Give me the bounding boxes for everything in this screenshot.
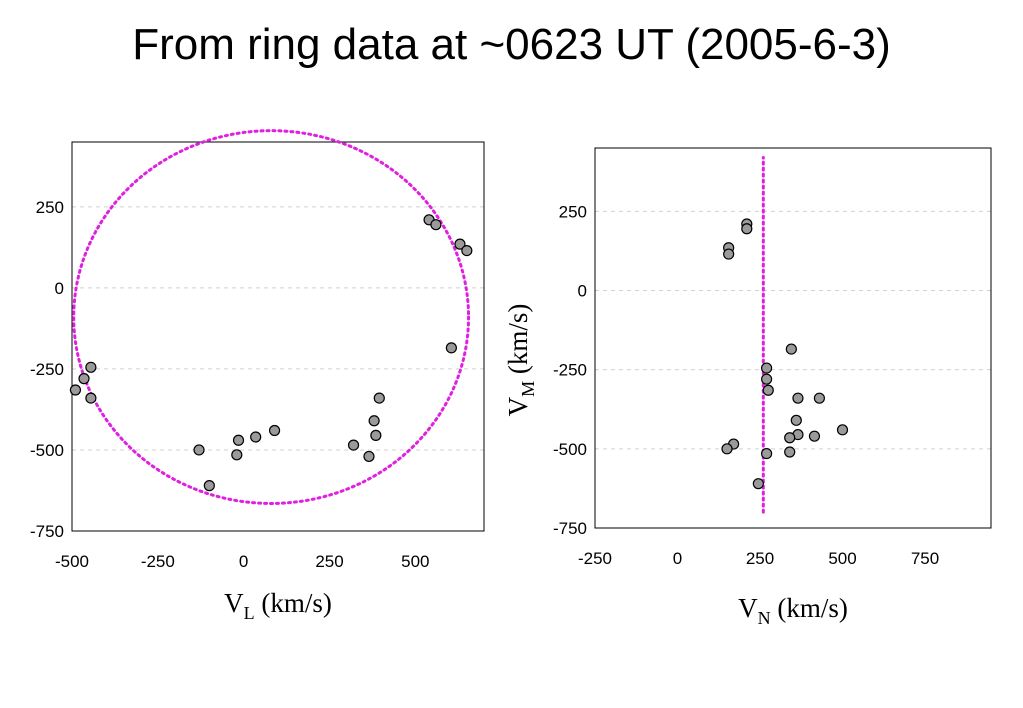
plot2-y-axis-label: VM (km/s) (503, 304, 538, 417)
plot1-data-point (363, 450, 375, 463)
plot2-data-point (760, 373, 773, 385)
plot1-data-point (454, 238, 466, 250)
plot1-ytick-label: -250 (30, 360, 64, 379)
plot2-ytick-label: 250 (559, 202, 587, 221)
plot2-data-point (741, 223, 753, 235)
plot2-data-point (760, 447, 773, 460)
plot1-xtick-label: 0 (239, 552, 248, 571)
plot1-xtick-label: 500 (401, 552, 429, 571)
plot2-xtick-label: 750 (911, 549, 939, 568)
plot1-data-point (232, 434, 245, 446)
plot2-x-axis-label: VN (km/s) (738, 593, 848, 628)
plot1-x-axis-label: VL (km/s) (224, 588, 332, 623)
chart-title: From ring data at ~0623 UT (2005-6-3) (132, 20, 891, 69)
plot2-data-point (762, 384, 774, 396)
plot1-data-point (461, 244, 473, 257)
plot1-xtick-label: -250 (141, 552, 175, 571)
plot1-data-point (203, 480, 215, 492)
plot2-data-point (836, 424, 849, 436)
plot2-ytick-label: -250 (553, 361, 587, 380)
plot1-data-point (268, 424, 281, 437)
plot2-xtick-label: -250 (578, 549, 612, 568)
plot1-data-point (370, 429, 382, 441)
plot2-ytick-label: -750 (553, 519, 587, 538)
plot1-data-point (69, 384, 82, 396)
plot1-data-point (430, 219, 442, 231)
plot1-data-point (193, 444, 205, 456)
plot2-data-point (723, 248, 735, 260)
plot1-xtick-label: -500 (55, 552, 89, 571)
plot1-data-point (78, 373, 90, 385)
plot1-data-point (231, 449, 243, 461)
plot1-data-point (368, 415, 380, 427)
plot1-data-point (250, 431, 262, 443)
plot2-data-point (760, 362, 773, 374)
plot1-ytick-label: -500 (30, 441, 64, 460)
plot2-data-point (752, 478, 764, 490)
plot2-data-point (813, 392, 826, 404)
plot2-data-point (784, 432, 796, 444)
plot2-data-point (785, 343, 797, 355)
plot1-ytick-label: 250 (36, 198, 64, 217)
plot2-ytick-label: -500 (553, 440, 587, 459)
plot2-data-point (790, 414, 802, 426)
plot1-xtick-label: 250 (315, 552, 343, 571)
plot2-data-point (784, 446, 796, 458)
plot1-data-point (85, 361, 97, 373)
plot2-ytick-label: 0 (578, 282, 587, 301)
plot2-data-point (808, 430, 821, 442)
plot1-frame (71, 141, 485, 532)
plot1-ytick-label: 0 (55, 279, 64, 298)
plot1-ytick-label: -750 (30, 522, 64, 541)
plot1-data-point (445, 342, 457, 354)
plot1-data-point (85, 392, 97, 404)
plot1-data-point (347, 439, 360, 451)
plot1-fit-circle (72, 129, 471, 505)
plot2-xtick-label: 0 (673, 549, 682, 568)
plot2-frame (594, 147, 992, 529)
plot2-data-point (721, 443, 733, 455)
plot2-xtick-label: 250 (746, 549, 774, 568)
plot1-data-point (373, 392, 385, 404)
plot2-data-point (792, 392, 804, 404)
plot2-xtick-label: 500 (828, 549, 856, 568)
